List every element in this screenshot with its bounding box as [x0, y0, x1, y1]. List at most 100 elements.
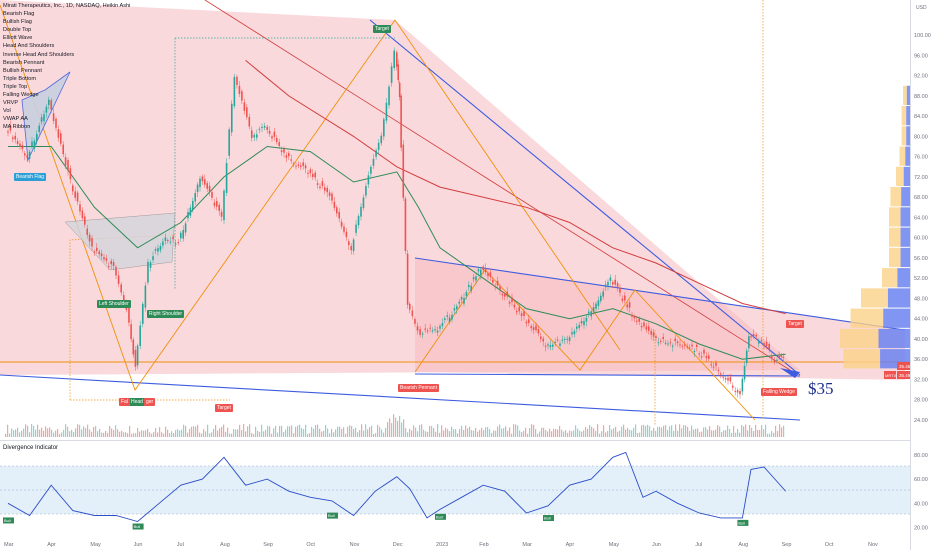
candle	[446, 315, 448, 317]
candle	[285, 155, 288, 158]
legend-item[interactable]: Vol	[3, 108, 11, 115]
volume-bar	[257, 430, 259, 437]
volume-bar	[157, 432, 159, 437]
volume-bar	[59, 433, 61, 437]
volume-bar	[447, 429, 449, 437]
volume-bar	[613, 428, 615, 437]
candle	[362, 197, 365, 208]
candle	[672, 345, 674, 347]
bearish-pennant-label: Bearish Pennant	[398, 384, 439, 392]
candle	[556, 339, 559, 341]
legend-item[interactable]: Triple Top	[3, 83, 28, 90]
volume-bar	[571, 431, 573, 437]
legend-item[interactable]: Double Top	[3, 27, 32, 34]
candle	[400, 95, 402, 148]
volume-bar	[241, 429, 243, 437]
candle	[130, 324, 132, 340]
candle	[122, 295, 125, 303]
legend-item[interactable]: Triple Bottom	[3, 75, 37, 82]
legend-item[interactable]: Inverse Head And Shoulders	[3, 51, 75, 58]
time-axis[interactable]: Mar Apr May Jun Jul Aug Sep Oct Nov Dec 2023 Feb Mar…	[4, 542, 878, 548]
candle	[120, 284, 122, 293]
candle	[676, 341, 679, 344]
price-axis[interactable]: 24.00 28.00 32.00 36.00 40.00 44.00 48.00 52.00…	[914, 33, 931, 424]
volume-bar	[135, 433, 137, 437]
volume-bar	[99, 428, 101, 437]
candle	[688, 347, 691, 349]
price-tick-label: 60.00	[914, 236, 928, 242]
volume-bar	[717, 425, 719, 437]
candle	[213, 202, 216, 206]
candle	[686, 346, 688, 348]
oscillator-line	[7, 451, 786, 522]
volume-bar	[669, 426, 671, 437]
volume-bar	[429, 425, 431, 437]
volume-bar	[167, 429, 169, 437]
oscillator-axis[interactable]: 20.00 40.00 60.00 80.00	[914, 453, 928, 532]
candle	[108, 266, 110, 268]
volume-bar	[185, 425, 187, 437]
candle	[448, 317, 451, 322]
volume-bar	[487, 426, 489, 437]
volume-bar	[173, 433, 175, 437]
candle	[501, 293, 504, 296]
candle	[624, 295, 626, 301]
volume-bar	[495, 430, 497, 437]
volume-bar	[189, 428, 191, 437]
legend-item[interactable]: Bullish Flag	[3, 19, 32, 26]
volume-profile-bar-up	[903, 85, 907, 106]
volume-bar	[733, 426, 735, 437]
volume-bar	[461, 425, 463, 437]
volume-bar	[219, 428, 221, 437]
legend-item[interactable]: VRVP	[3, 100, 19, 107]
legend-item[interactable]: Head And Shoulders	[3, 43, 55, 50]
volume-bar	[109, 425, 111, 437]
candle	[484, 268, 487, 273]
volume-bar	[91, 431, 93, 437]
volume-bar	[321, 431, 323, 437]
candle	[385, 102, 388, 121]
candle	[338, 211, 340, 219]
volume-bar	[417, 431, 419, 437]
volume-bar	[127, 433, 129, 437]
candle	[717, 370, 720, 372]
volume-bar	[489, 429, 491, 437]
volume-bar	[713, 430, 715, 437]
volume-bar	[15, 429, 17, 437]
legend-item[interactable]: Falling Wedge	[3, 92, 39, 99]
legend-item[interactable]: Bullish Pennant	[3, 67, 42, 74]
volume-bar	[769, 433, 771, 437]
price-tick-label: 40.00	[914, 337, 928, 343]
candle	[580, 321, 583, 324]
candle	[516, 311, 518, 313]
candle	[326, 187, 328, 193]
candle	[333, 201, 336, 208]
volume-bar	[723, 430, 725, 437]
candle	[14, 135, 16, 140]
volume-profile-bar-up	[889, 207, 901, 227]
volume-bar	[361, 424, 363, 437]
price-tick-label: 32.00	[914, 377, 928, 383]
legend-item[interactable]: MA Ribbon	[3, 124, 31, 131]
candle	[684, 344, 686, 346]
candle	[588, 311, 590, 314]
candle	[782, 356, 785, 358]
volume-bar	[619, 430, 621, 437]
volume-bar	[443, 430, 445, 437]
candle	[416, 326, 419, 331]
candle	[233, 76, 236, 107]
legend-item[interactable]: Elliott Wave	[3, 35, 33, 42]
volume-bar	[117, 429, 119, 437]
candle	[100, 253, 103, 257]
legend-item[interactable]: Bearish Flag	[3, 11, 35, 18]
volume-bar	[423, 429, 425, 437]
volume-bar	[583, 430, 585, 437]
legend-item[interactable]: VWAP AA	[3, 116, 28, 123]
candle	[246, 107, 248, 118]
volume-bar	[555, 429, 557, 437]
legend-item[interactable]: Bearish Pennant	[3, 59, 45, 66]
candle	[105, 258, 108, 261]
candle	[561, 339, 564, 341]
volume-bar	[201, 433, 203, 437]
